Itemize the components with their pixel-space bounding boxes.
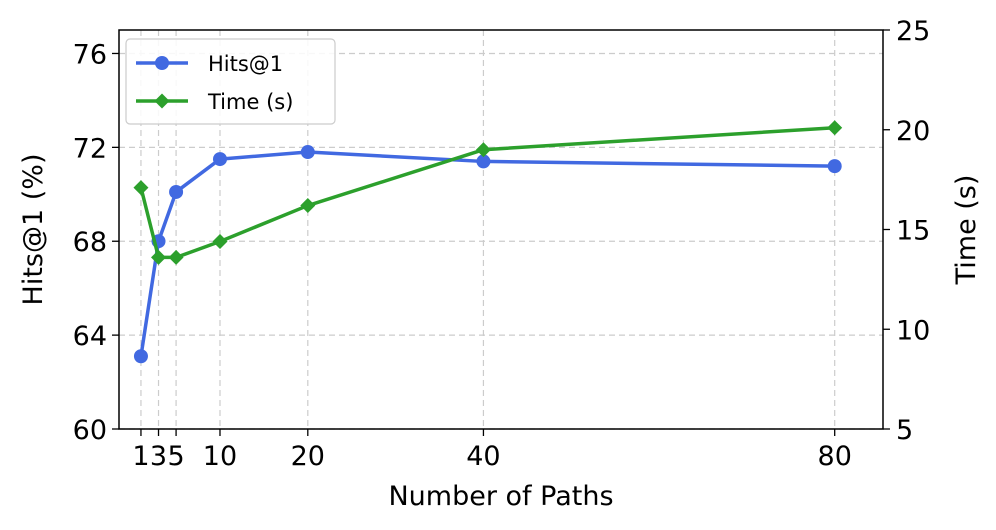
- data-point: [169, 184, 184, 199]
- legend-marker: [154, 93, 170, 109]
- series-line: [139, 150, 835, 357]
- series-layer: [133, 120, 843, 364]
- y-right-tick-label: 20: [896, 116, 930, 147]
- legend: Hits@1 Time (s): [125, 38, 336, 125]
- y-right-tick-label: 15: [896, 216, 930, 247]
- y-axis-right-label: Time (s): [951, 175, 982, 286]
- data-point: [168, 249, 184, 265]
- x-axis-label: Number of Paths: [388, 481, 613, 512]
- y-left-tick-label: 76: [73, 39, 107, 70]
- x-tick-label: 1: [132, 441, 149, 472]
- x-tick-label: 3: [150, 441, 167, 472]
- data-point: [476, 154, 491, 169]
- legend-marker: [155, 56, 169, 70]
- x-tick-label: 80: [818, 441, 852, 472]
- x-tick-label: 20: [291, 441, 325, 472]
- data-point: [475, 142, 491, 158]
- y-axis-left-label: Hits@1 (%): [18, 154, 49, 306]
- data-point: [133, 349, 148, 364]
- legend-label: Time (s): [207, 90, 293, 114]
- data-point: [133, 180, 149, 196]
- data-point: [300, 145, 315, 160]
- data-point: [212, 233, 228, 249]
- x-tick-label: 5: [167, 441, 184, 472]
- y-left-tick-label: 64: [73, 321, 107, 352]
- data-point: [827, 159, 842, 174]
- legend-label: Hits@1: [208, 52, 283, 76]
- data-point: [212, 152, 227, 167]
- y-left-tick-label: 68: [73, 227, 107, 258]
- y-left-tick-label: 60: [73, 415, 107, 446]
- y-right-tick-label: 25: [896, 16, 930, 47]
- x-tick-label: 40: [466, 441, 500, 472]
- y-right-tick-label: 10: [896, 315, 930, 346]
- x-tick-label: 10: [203, 441, 237, 472]
- data-point: [151, 249, 167, 265]
- data-point: [300, 198, 316, 214]
- y-right-tick-label: 5: [896, 415, 913, 446]
- data-point: [827, 120, 843, 136]
- y-left-tick-label: 72: [73, 133, 107, 164]
